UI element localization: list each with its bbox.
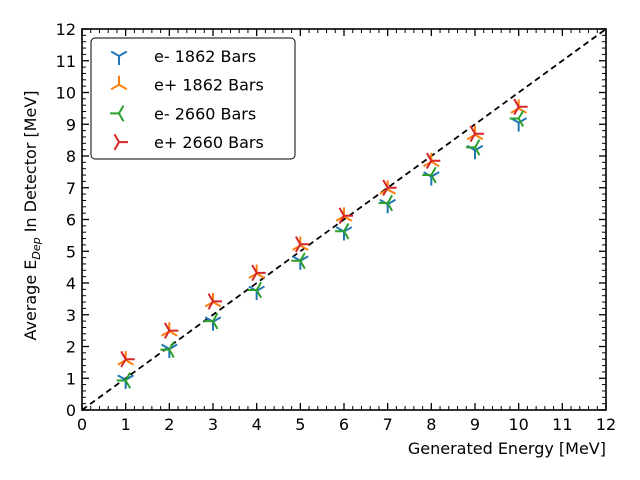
data-point-series-3: [163, 322, 179, 339]
x-tick-label: 3: [208, 415, 218, 434]
data-point-series-3: [469, 125, 485, 143]
x-tick-label: 1: [121, 415, 131, 434]
data-point-series-2: [160, 341, 175, 358]
y-tick-label: 11: [56, 52, 76, 71]
y-tick-label: 1: [66, 369, 76, 388]
data-point-series-0: [335, 226, 353, 241]
y-axis-label: Average EDep In Detector [MeV]: [21, 90, 43, 340]
y-tick-label: 7: [66, 179, 76, 198]
data-point-series-2: [291, 252, 306, 270]
x-tick-label: 9: [470, 415, 480, 434]
reference-line: [81, 28, 607, 411]
y-tick-label: 2: [66, 338, 76, 357]
data-point-series-3: [207, 293, 223, 310]
legend-entry-label: e- 1862 Bars: [154, 47, 256, 66]
data-point-series-2: [509, 110, 525, 127]
x-tick-label: 4: [252, 415, 262, 434]
y-tick-label: 9: [66, 115, 76, 134]
x-tick-label: 5: [295, 415, 305, 434]
legend-marker: [110, 75, 128, 91]
x-tick-label: 6: [339, 415, 349, 434]
data-point-series-2: [204, 312, 219, 330]
y-tick-label: 6: [66, 211, 76, 230]
y-tick-label: 10: [56, 84, 76, 103]
data-point-series-2: [422, 166, 437, 184]
y-axis-label-subscript: Dep: [30, 237, 43, 259]
y-tick-label: 3: [66, 306, 76, 325]
y-axis-label-prefix: Average E: [21, 260, 40, 341]
x-tick-label: 2: [164, 415, 174, 434]
y-tick-label: 12: [56, 20, 76, 39]
x-tick-label: 12: [596, 415, 616, 434]
legend-entry-label: e- 2660 Bars: [154, 104, 256, 123]
data-point-series-3: [120, 350, 135, 368]
data-point-series-3: [338, 207, 353, 224]
y-tick-label: 5: [66, 242, 76, 261]
data-point-series-2: [334, 222, 350, 240]
data-point-series-0: [292, 255, 309, 270]
data-point-series-3: [382, 179, 397, 197]
x-tick-label: 0: [77, 415, 87, 434]
data-point-series-3: [294, 235, 310, 253]
y-tick-label: 0: [66, 401, 76, 420]
legend-box: [90, 37, 296, 160]
data-points: [116, 98, 528, 389]
x-axis-label: Generated Energy [MeV]: [408, 439, 606, 458]
legend-marker: [110, 50, 128, 65]
data-point-series-3: [251, 264, 266, 282]
x-tick-label: 10: [508, 415, 528, 434]
x-tick-label: 11: [552, 415, 572, 434]
y-tick-label: 4: [66, 274, 76, 293]
x-tick-labels: 0 1 2 3 4 5 6 7 8 9 10 11 12: [77, 415, 616, 434]
data-point-series-2: [378, 194, 394, 212]
legend-marker: [110, 105, 125, 122]
legend-marker: [113, 133, 128, 151]
data-point-series-3: [513, 98, 528, 116]
legend-entry-label: e+ 1862 Bars: [154, 76, 264, 95]
data-point-series-2: [465, 139, 481, 156]
y-tick-label: 8: [66, 147, 76, 166]
plot-frame: [81, 28, 607, 411]
legend: e- 1862 Bars e+ 1862 Bars e- 2660 Bars e+ 2…: [90, 37, 296, 160]
x-tick-label: 7: [383, 415, 393, 434]
legend-entry-label: e+ 2660 Bars: [154, 133, 264, 152]
x-tick-label: 8: [426, 415, 436, 434]
y-axis-label-suffix: In Detector [MeV]: [21, 90, 40, 237]
data-point-series-3: [425, 152, 441, 170]
reference-line-group: [81, 28, 607, 411]
data-point-series-2: [247, 281, 263, 299]
data-point-series-2: [116, 372, 132, 389]
